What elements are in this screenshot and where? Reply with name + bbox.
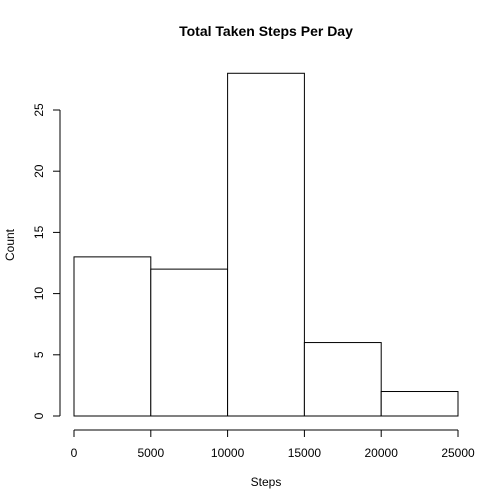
x-tick-label-3: 15000: [288, 446, 322, 460]
y-tick-label-0: 0: [32, 412, 46, 419]
chart-title: Total Taken Steps Per Day: [179, 23, 353, 39]
x-tick-label-1: 5000: [137, 446, 164, 460]
y-tick-label-1: 5: [32, 351, 46, 358]
x-axis: 0 5000 10000 15000 20000 25000: [71, 429, 475, 460]
x-tick-label-4: 20000: [365, 446, 399, 460]
y-axis-label: Count: [3, 228, 17, 261]
x-tick-label-2: 10000: [211, 446, 245, 460]
x-tick-label-5: 25000: [441, 446, 475, 460]
y-tick-label-5: 25: [32, 103, 46, 117]
histogram-bar-1: [150, 268, 229, 417]
histogram-bar-3: [303, 342, 382, 417]
y-tick-label-4: 20: [32, 164, 46, 178]
histogram-bar-2: [227, 72, 305, 417]
y-tick-label-3: 15: [32, 225, 46, 239]
bars-group: [73, 72, 459, 417]
x-axis-label: Steps: [251, 475, 282, 489]
y-tick-label-2: 10: [32, 287, 46, 301]
x-tick-label-0: 0: [71, 446, 78, 460]
histogram-bar-4: [380, 391, 459, 417]
y-axis: 0 5 10 15 20 25: [32, 103, 61, 419]
histogram-bar-0: [73, 256, 152, 417]
